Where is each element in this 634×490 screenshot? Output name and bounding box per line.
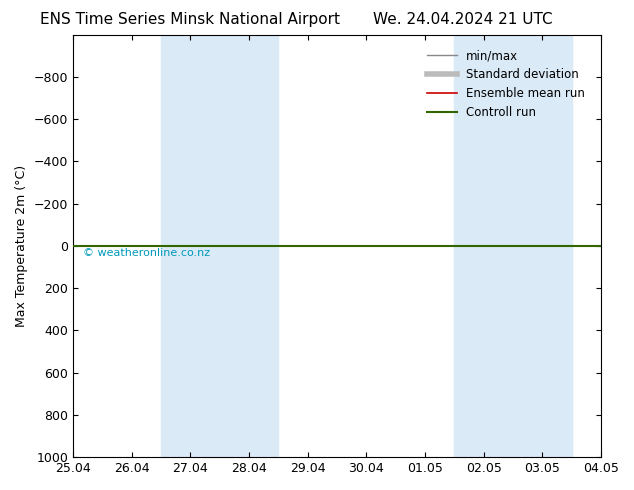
- Text: ENS Time Series Minsk National Airport: ENS Time Series Minsk National Airport: [40, 12, 340, 27]
- Bar: [455, 35, 572, 457]
- Text: We. 24.04.2024 21 UTC: We. 24.04.2024 21 UTC: [373, 12, 553, 27]
- Legend: min/max, Standard deviation, Ensemble mean run, Controll run: min/max, Standard deviation, Ensemble me…: [423, 45, 590, 124]
- Y-axis label: Max Temperature 2m (°C): Max Temperature 2m (°C): [15, 165, 28, 327]
- Text: © weatheronline.co.nz: © weatheronline.co.nz: [84, 248, 210, 258]
- Bar: [161, 35, 278, 457]
